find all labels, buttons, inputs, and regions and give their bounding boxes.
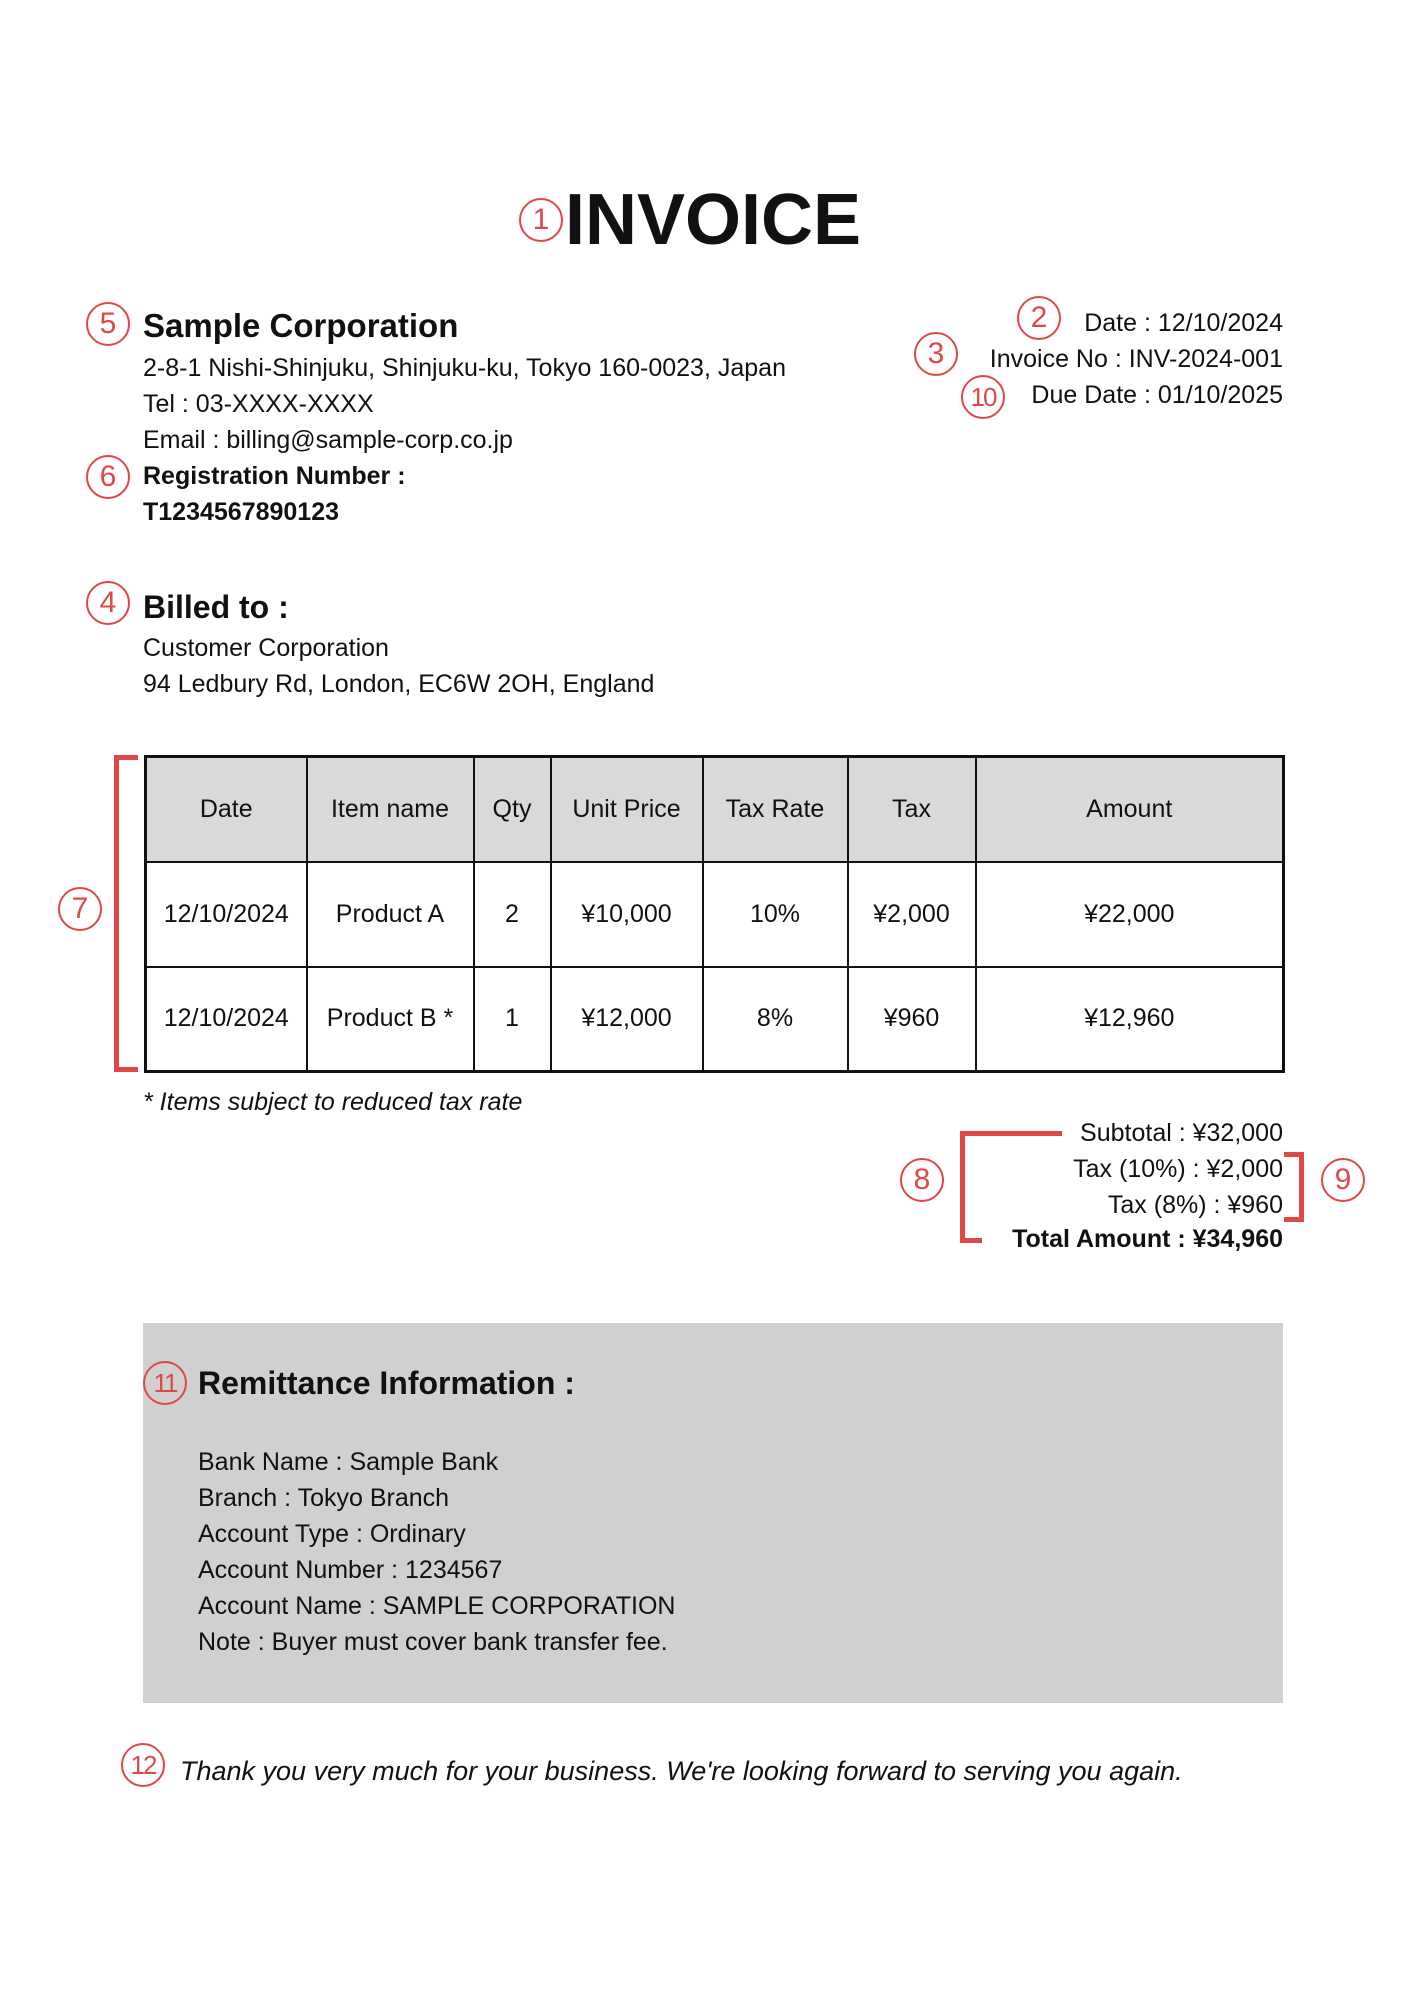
tax-8: Tax (8%) : ¥960 (1107, 1191, 1283, 1219)
marker-10: 10 (961, 375, 1005, 419)
table-row: 12/10/2024 Product A 2 ¥10,000 10% ¥2,00… (144, 860, 1285, 968)
items-table: Date Item name Qty Unit Price Tax Rate T… (144, 755, 1285, 1073)
cell-item-name: Product A (305, 860, 475, 968)
due-date: Due Date : 01/10/2025 (1031, 381, 1283, 409)
cell-date: 12/10/2024 (144, 860, 308, 968)
header-date: Date (144, 755, 308, 863)
invoice-title: INVOICE (564, 180, 862, 260)
remittance-title: Remittance Information : (198, 1365, 575, 1401)
remittance-box (143, 1323, 1283, 1703)
registration-label: Registration Number : (143, 462, 406, 490)
marker-5: 5 (86, 302, 130, 346)
thank-you-message: Thank you very much for your business. W… (180, 1756, 1183, 1786)
account-name: Account Name : SAMPLE CORPORATION (198, 1592, 676, 1620)
marker-11: 11 (143, 1361, 187, 1405)
bracket-8-bottom (960, 1238, 982, 1243)
cell-amount: ¥22,000 (974, 860, 1285, 968)
bracket-7-top (114, 755, 138, 760)
account-number: Account Number : 1234567 (198, 1556, 503, 1584)
marker-8: 8 (900, 1158, 944, 1202)
invoice-date: Date : 12/10/2024 (1084, 309, 1283, 337)
marker-12: 12 (121, 1743, 165, 1787)
bracket-7-bottom (114, 1067, 138, 1072)
issuer-email: Email : billing@sample-corp.co.jp (143, 426, 513, 454)
header-item-name: Item name (305, 755, 475, 863)
billed-to-label: Billed to : (143, 589, 289, 625)
cell-unit-price: ¥12,000 (549, 965, 704, 1073)
cell-tax-rate: 10% (701, 860, 849, 968)
marker-2: 2 (1017, 296, 1061, 340)
cell-amount: ¥12,960 (974, 965, 1285, 1073)
bracket-8 (960, 1131, 965, 1243)
header-amount: Amount (974, 755, 1285, 863)
cell-qty: 2 (472, 860, 552, 968)
bracket-9-top (1284, 1152, 1304, 1157)
issuer-name: Sample Corporation (143, 307, 459, 344)
branch: Branch : Tokyo Branch (198, 1484, 450, 1512)
tax-10: Tax (10%) : ¥2,000 (1073, 1155, 1283, 1183)
subtotal: Subtotal : ¥32,000 (1080, 1119, 1283, 1147)
header-qty: Qty (472, 755, 552, 863)
header-unit-price: Unit Price (549, 755, 704, 863)
bank-name: Bank Name : Sample Bank (198, 1448, 499, 1476)
total-amount: Total Amount : ¥34,960 (1012, 1225, 1283, 1253)
cell-tax: ¥960 (846, 965, 977, 1073)
marker-7: 7 (58, 887, 102, 931)
marker-1: 1 (519, 198, 563, 242)
billed-to-address: 94 Ledbury Rd, London, EC6W 2OH, England (143, 670, 655, 698)
marker-9: 9 (1321, 1158, 1365, 1202)
table-row: 12/10/2024 Product B * 1 ¥12,000 8% ¥960… (144, 965, 1285, 1073)
cell-date: 12/10/2024 (144, 965, 308, 1073)
invoice-number: Invoice No : INV-2024-001 (989, 345, 1283, 373)
header-tax: Tax (846, 755, 977, 863)
remittance-note: Note : Buyer must cover bank transfer fe… (198, 1628, 668, 1656)
footnote: * Items subject to reduced tax rate (143, 1088, 523, 1116)
bracket-7 (114, 755, 119, 1072)
cell-qty: 1 (472, 965, 552, 1073)
registration-number: T1234567890123 (143, 498, 340, 526)
marker-6: 6 (86, 455, 130, 499)
header-tax-rate: Tax Rate (701, 755, 849, 863)
marker-4: 4 (86, 581, 130, 625)
issuer-address: 2-8-1 Nishi-Shinjuku, Shinjuku-ku, Tokyo… (143, 354, 786, 382)
bracket-9 (1299, 1152, 1304, 1222)
cell-unit-price: ¥10,000 (549, 860, 704, 968)
bracket-8-top (960, 1131, 1062, 1136)
cell-item-name: Product B * (305, 965, 475, 1073)
marker-3: 3 (914, 332, 958, 376)
cell-tax-rate: 8% (701, 965, 849, 1073)
account-type: Account Type : Ordinary (198, 1520, 466, 1548)
billed-to-name: Customer Corporation (143, 634, 389, 662)
table-header-row: Date Item name Qty Unit Price Tax Rate T… (144, 755, 1285, 863)
bracket-9-bottom (1284, 1217, 1304, 1222)
cell-tax: ¥2,000 (846, 860, 977, 968)
issuer-tel: Tel : 03-XXXX-XXXX (143, 390, 374, 418)
